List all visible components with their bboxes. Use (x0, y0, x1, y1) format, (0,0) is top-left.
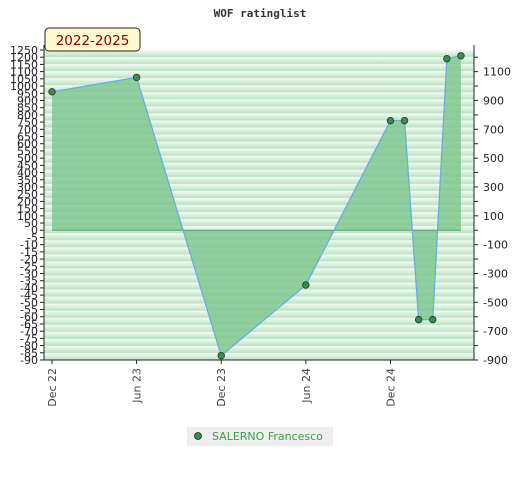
y-left-tick-label: -20 (20, 253, 38, 266)
left-axis: 1250120011501100105010009509008508007507… (10, 44, 45, 367)
y-right-tick-label: 900 (483, 94, 504, 107)
series-area (52, 55, 461, 356)
y-left-tick-label: 1100 (10, 66, 38, 79)
y-left-tick-label: 450 (17, 159, 38, 172)
y-left-tick-label: -5 (27, 231, 38, 244)
x-tick-label: Jun 23 (131, 368, 144, 404)
y-right-tick-label: -900 (483, 354, 508, 367)
y-left-tick-label: 1150 (10, 58, 38, 71)
x-tick-label: Dec 23 (215, 368, 228, 407)
x-tick-label: Dec 22 (46, 368, 59, 407)
series-area-fill (52, 55, 461, 356)
y-left-tick-label: 700 (17, 123, 38, 136)
data-point (400, 116, 409, 125)
y-left-tick-label: -15 (20, 246, 38, 259)
y-right-tick-label: 500 (483, 152, 504, 165)
series-line (51, 55, 462, 357)
y-left-tick-label: -40 (20, 282, 38, 295)
x-axis: Dec 22 Jun 23 Dec 23 Jun 24 Dec 24 (44, 359, 474, 407)
y-left-tick-label: -50 (20, 296, 38, 309)
y-left-tick-label: -30 (20, 267, 38, 280)
period-badge: 2022-2025 (44, 27, 141, 52)
y-left-tick-label: 1050 (10, 73, 38, 86)
y-left-tick-label: -55 (20, 304, 38, 317)
y-left-tick-label: -25 (20, 260, 38, 273)
y-left-tick-label: 650 (17, 131, 38, 144)
y-left-tick-label: 1250 (10, 44, 38, 57)
data-point (414, 315, 423, 324)
data-point (429, 315, 437, 324)
y-left-tick-label: -75 (20, 332, 38, 345)
data-point (48, 88, 56, 96)
y-left-tick-label: -10 (20, 239, 38, 252)
y-left-tick-label: 250 (17, 188, 38, 201)
y-left-tick-label: 800 (17, 109, 38, 122)
y-left-tick-label: -35 (20, 275, 38, 288)
y-left-tick-label: 100 (17, 210, 38, 223)
y-left-tick-label: -80 (20, 340, 38, 353)
right-axis: 1100 900 700 500 300 100 -100 -300 -500 -700 -900 (473, 45, 511, 367)
y-left-tick-label: -70 (20, 325, 38, 338)
y-left-tick-label: -45 (20, 289, 38, 302)
y-left-tick-label: 200 (17, 195, 38, 208)
y-left-tick-label: 600 (17, 138, 38, 151)
y-left-tick-label: 350 (17, 174, 38, 187)
data-point (457, 52, 465, 60)
y-left-tick-label: -65 (20, 318, 38, 331)
data-point (302, 281, 310, 289)
y-left-tick-label: -60 (20, 311, 38, 324)
data-point (443, 54, 451, 63)
y-right-tick-label: 300 (483, 181, 504, 194)
x-tick-label: Jun 24 (300, 368, 313, 404)
chart-title: WOF ratinglist (214, 7, 307, 20)
y-left-tick-label: 0 (31, 224, 38, 237)
x-tick-label: Dec 24 (384, 368, 397, 407)
y-left-tick-label: 1000 (10, 80, 38, 93)
y-left-tick-label: 150 (17, 203, 38, 216)
y-right-tick-label: -100 (483, 239, 508, 252)
y-left-tick-label: 50 (24, 217, 38, 230)
legend: SALERNO Francesco (187, 427, 333, 446)
y-left-tick-label: 400 (17, 167, 38, 180)
y-left-tick-label: 750 (17, 116, 38, 129)
y-left-tick-label: 900 (17, 94, 38, 107)
y-right-tick-label: -300 (483, 267, 508, 280)
legend-marker (194, 432, 202, 440)
y-left-tick-label: 300 (17, 181, 38, 194)
y-left-tick-label: 950 (17, 87, 38, 100)
y-right-tick-label: -500 (483, 296, 508, 309)
data-point (132, 73, 141, 82)
y-left-tick-label: 500 (17, 152, 38, 165)
y-left-tick-label: -90 (20, 354, 38, 367)
y-left-tick-label: 850 (17, 102, 38, 115)
series-markers (48, 52, 465, 360)
data-point (217, 351, 225, 360)
series-line-group (51, 55, 462, 357)
y-right-tick-label: 100 (483, 210, 504, 223)
legend-series-label: SALERNO Francesco (212, 430, 323, 443)
y-right-tick-label: 700 (483, 123, 504, 136)
period-badge-label: 2022-2025 (56, 33, 130, 49)
y-left-tick-label: -85 (20, 347, 38, 360)
y-right-tick-label: -700 (483, 325, 508, 338)
y-right-tick-label: 1100 (483, 66, 511, 79)
y-left-tick-label: 1200 (10, 51, 38, 64)
y-left-tick-label: 550 (17, 145, 38, 158)
data-point (386, 116, 395, 125)
